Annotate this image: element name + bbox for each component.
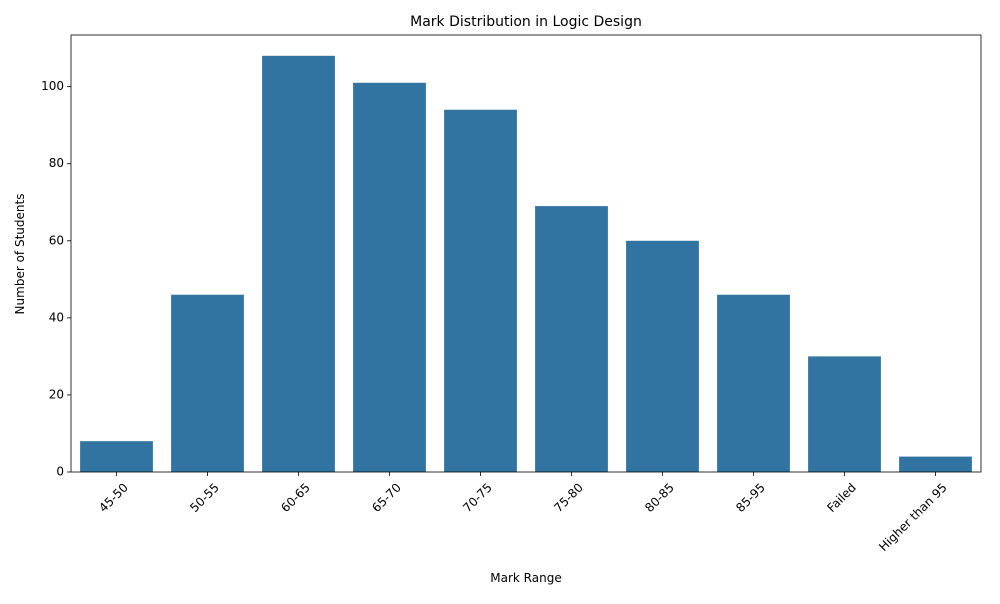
y-axis-ticks: 0 20 40 60 80 100 (41, 79, 71, 479)
y-tick-label: 60 (49, 233, 64, 247)
bar (808, 356, 881, 472)
x-axis-ticks: 45-50 50-55 60-65 65-70 70-75 75-80 80-85 85-95… (96, 472, 950, 554)
bar (262, 55, 335, 473)
y-tick-label: 0 (56, 465, 64, 479)
x-tick-label: 65-70 (369, 480, 404, 515)
x-tick-label: Higher than 95 (876, 480, 950, 554)
x-axis-label: Mark Range (490, 571, 561, 585)
plot-frame (70, 34, 982, 473)
x-tick-label: 85-95 (733, 480, 768, 515)
x-tick-label: 80-85 (642, 480, 677, 515)
bar (80, 441, 153, 472)
y-axis-label: Number of Students (13, 194, 27, 315)
bar (171, 294, 244, 472)
x-tick-label: Failed (824, 480, 859, 515)
y-tick-label: 100 (41, 79, 64, 93)
bar (899, 456, 972, 472)
x-tick-label: 45-50 (96, 480, 131, 515)
bar (626, 240, 699, 472)
x-tick-label: 75-80 (551, 480, 586, 515)
bars-layer (80, 55, 972, 473)
chart-title: Mark Distribution in Logic Design (410, 14, 642, 30)
bar (717, 294, 790, 472)
x-tick-label: 50-55 (187, 480, 222, 515)
x-tick-label: 70-75 (460, 480, 495, 515)
bar (535, 206, 608, 472)
bar (444, 109, 517, 473)
y-tick-label: 40 (49, 310, 64, 324)
x-tick-label: 60-65 (278, 480, 313, 515)
y-tick-label: 80 (49, 156, 64, 170)
bar (353, 82, 426, 472)
y-tick-label: 20 (49, 387, 64, 401)
